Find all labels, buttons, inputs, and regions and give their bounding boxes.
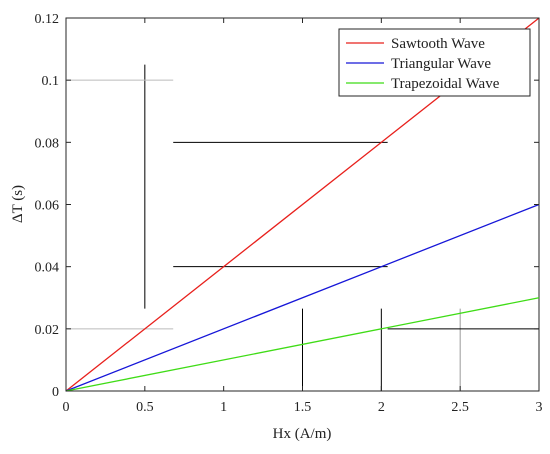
x-axis-label: Hx (A/m)	[273, 426, 332, 442]
legend: Sawtooth Wave Triangular Wave Trapezoidal …	[338, 28, 531, 97]
x-tick-label: 2	[378, 400, 385, 415]
x-tick-label: 2.5	[451, 400, 469, 415]
y-tick-label: 0.02	[35, 323, 60, 338]
y-tick-label: 0.08	[35, 136, 60, 151]
x-tick-label: 1.5	[294, 400, 312, 415]
legend-label-1: Triangular Wave	[391, 56, 491, 72]
y-tick-label: 0.12	[35, 12, 60, 27]
y-tick-label: 0	[52, 385, 59, 400]
legend-label-2: Trapezoidal Wave	[391, 76, 500, 92]
x-tick-label: 0.5	[136, 400, 154, 415]
x-tick-label: 3	[536, 400, 543, 415]
x-tick-label: 0	[63, 400, 70, 415]
legend-label-0: Sawtooth Wave	[391, 36, 485, 52]
annotation-lines	[66, 64, 539, 391]
series-line-1	[65, 203, 540, 392]
x-tick-label: 1	[220, 400, 227, 415]
series-line-2	[65, 297, 540, 392]
axis-ticks: 0 0.5 1 1.5 2 2.5 3 0 0.02 0.04 0.06 0.08 0.1 0.12	[35, 12, 543, 415]
y-axis-label: ΔT (s)	[10, 185, 26, 223]
y-tick-label: 0.04	[35, 261, 60, 276]
y-tick-label: 0.1	[42, 74, 60, 89]
y-tick-label: 0.06	[35, 199, 60, 214]
